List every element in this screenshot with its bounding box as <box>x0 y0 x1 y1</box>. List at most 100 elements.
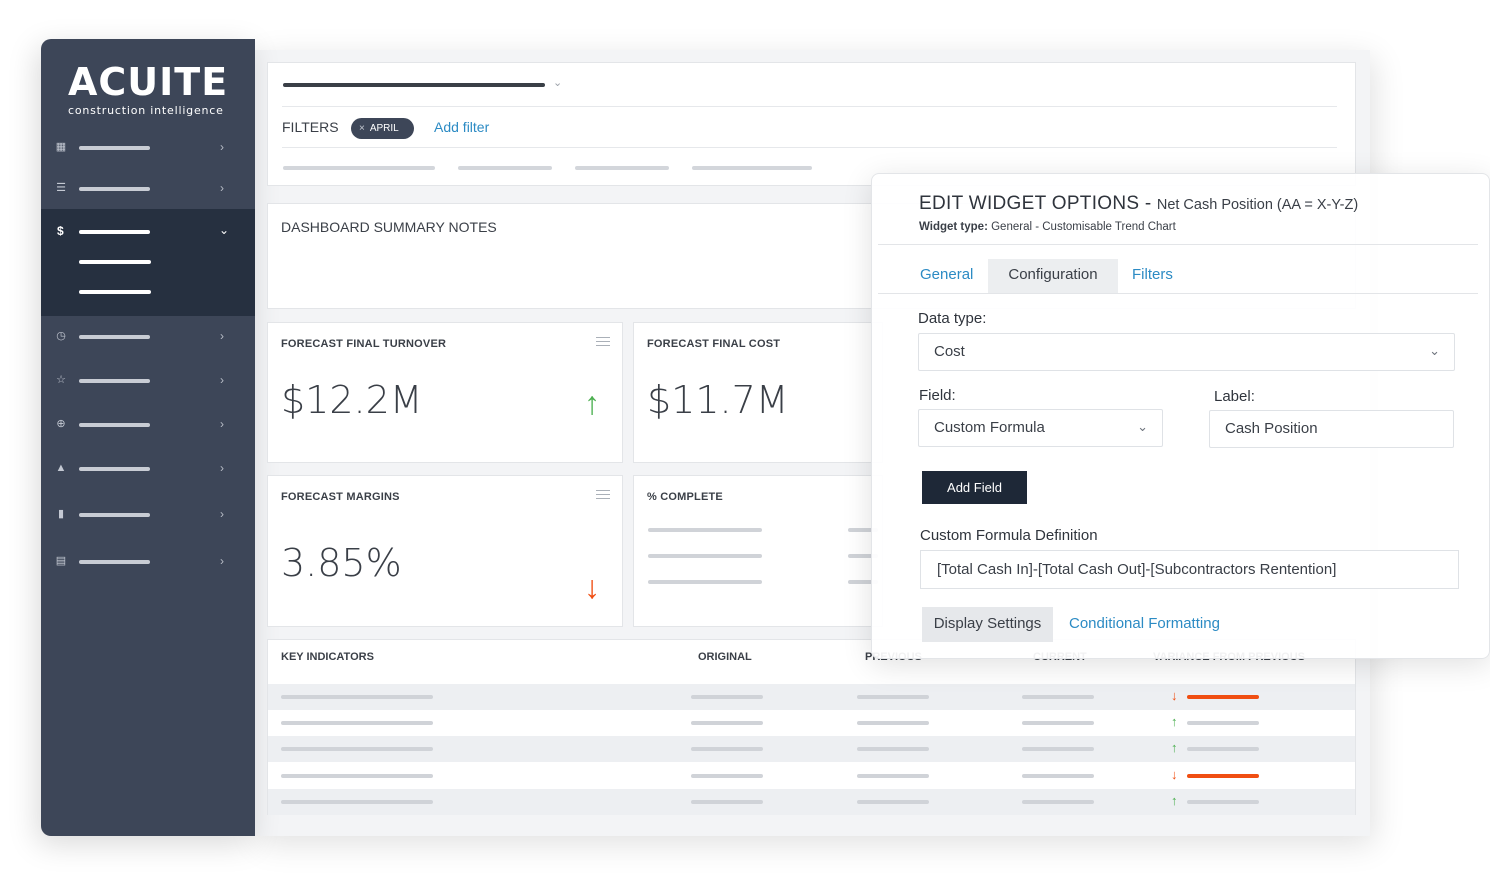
widget-type-label: Widget type: <box>919 221 988 233</box>
dollar-icon: $ <box>57 224 64 238</box>
sidebar-item-label <box>79 146 150 150</box>
column-header: KEY INDICATORS <box>281 651 374 663</box>
chevron-down-icon[interactable]: ⌄ <box>553 77 563 89</box>
cell-placeholder <box>691 721 763 725</box>
cell-placeholder <box>1022 800 1094 804</box>
modal-title-text: EDIT WIDGET OPTIONS - <box>919 193 1152 214</box>
document-icon: ▮ <box>57 508 65 520</box>
star-icon: ☆ <box>56 374 66 386</box>
variance-bar <box>1187 774 1259 778</box>
summary-notes-title: DASHBOARD SUMMARY NOTES <box>281 219 497 235</box>
warning-icon: ▲ <box>55 462 67 474</box>
brand-logo[interactable]: ACUITE construction intelligence <box>68 63 228 117</box>
display-settings-button[interactable]: Display Settings <box>922 607 1053 642</box>
chevron-down-icon: ⌄ <box>219 223 230 237</box>
progress-placeholder <box>648 528 762 532</box>
table-row[interactable]: ↓ <box>268 763 1355 789</box>
progress-placeholder <box>648 580 762 584</box>
sidebar-item-dashboard[interactable]: ▦ › <box>41 138 255 158</box>
file-icon: ▤ <box>55 555 67 567</box>
sidebar-item-finance[interactable]: $ ⌄ <box>41 209 255 316</box>
sidebar-item-documents[interactable]: ▮ › <box>41 505 255 525</box>
cell-placeholder <box>1022 747 1094 751</box>
cell-placeholder <box>281 774 433 778</box>
arrow-up-icon: ↑ <box>584 385 600 421</box>
cell-placeholder <box>281 800 433 804</box>
edit-widget-modal: EDIT WIDGET OPTIONS - Net Cash Position … <box>871 173 1490 659</box>
add-filter-link[interactable]: Add filter <box>434 119 490 135</box>
filter-option[interactable] <box>283 166 435 170</box>
tab-configuration[interactable]: Configuration <box>988 259 1118 294</box>
chevron-right-icon: › <box>220 417 224 431</box>
list-icon: ☰ <box>56 182 66 194</box>
arrow-down-icon: ↓ <box>1171 688 1178 703</box>
sidebar-item-label <box>79 560 150 564</box>
tab-filters[interactable]: Filters <box>1132 266 1173 283</box>
filter-chip-april[interactable]: × APRIL <box>351 118 414 139</box>
sidebar-subitem[interactable] <box>79 260 151 264</box>
label-input[interactable]: Cash Position <box>1209 410 1454 448</box>
arrow-down-icon: ↓ <box>1171 767 1178 782</box>
sidebar-item-favourites[interactable]: ☆ › <box>41 371 255 391</box>
filter-option[interactable] <box>458 166 552 170</box>
filters-label: FILTERS <box>282 119 339 135</box>
cost-card: FORECAST FINAL COST $11.7M <box>633 322 883 463</box>
dashboard-icon: ▦ <box>55 141 67 153</box>
field-value: Custom Formula <box>934 419 1045 436</box>
variance-bar <box>1187 721 1259 725</box>
chevron-right-icon: › <box>220 329 224 343</box>
cell-placeholder <box>857 695 929 699</box>
cell-placeholder <box>281 695 433 699</box>
cell-placeholder <box>281 721 433 725</box>
modal-subtitle: Net Cash Position (AA = X-Y-Z) <box>1156 197 1359 213</box>
sidebar-item-label <box>79 379 150 383</box>
sidebar-item-list[interactable]: ☰ › <box>41 179 255 199</box>
formula-label: Custom Formula Definition <box>920 527 1098 544</box>
filter-panel: ⌄ FILTERS × APRIL Add filter <box>267 62 1356 186</box>
filter-option[interactable] <box>692 166 812 170</box>
chevron-right-icon: › <box>220 140 224 154</box>
data-type-select[interactable]: Cost ⌄ <box>918 333 1455 371</box>
filter-chip-label: APRIL <box>369 123 399 134</box>
globe-icon: ⊕ <box>56 418 66 430</box>
formula-input[interactable]: [Total Cash In]-[Total Cash Out]-[Subcon… <box>920 550 1459 589</box>
column-header: ORIGINAL <box>698 651 752 663</box>
widget-type-value: General - Customisable Trend Chart <box>991 221 1176 233</box>
table-row[interactable]: ↑ <box>268 710 1355 736</box>
sidebar-item-alerts[interactable]: ▲ › <box>41 459 255 479</box>
field-label: Field: <box>919 387 956 404</box>
table-row[interactable]: ↑ <box>268 736 1355 762</box>
variance-bar <box>1187 695 1259 699</box>
arrow-up-icon: ↑ <box>1171 740 1178 755</box>
card-title: FORECAST MARGINS <box>281 491 400 503</box>
sidebar-item-label <box>79 335 150 339</box>
cell-placeholder <box>857 747 929 751</box>
add-field-button[interactable]: Add Field <box>922 471 1027 504</box>
progress-placeholder <box>848 554 878 558</box>
cell-placeholder <box>281 747 433 751</box>
dashboard-title-placeholder[interactable] <box>283 83 545 87</box>
cell-placeholder <box>1022 721 1094 725</box>
cell-placeholder <box>691 747 763 751</box>
divider <box>282 106 1337 107</box>
conditional-formatting-link[interactable]: Conditional Formatting <box>1069 615 1220 632</box>
sidebar-item-global[interactable]: ⊕ › <box>41 415 255 435</box>
menu-icon[interactable] <box>596 337 610 349</box>
sidebar-item-reports[interactable]: ▤ › <box>41 552 255 572</box>
menu-icon[interactable] <box>596 490 610 502</box>
field-select[interactable]: Custom Formula ⌄ <box>918 409 1163 447</box>
sidebar-subitem[interactable] <box>79 290 151 294</box>
divider <box>878 293 1478 294</box>
widget-type: Widget type: General - Customisable Tren… <box>919 221 1176 233</box>
tab-general[interactable]: General <box>920 266 974 283</box>
table-row[interactable]: ↑ <box>268 789 1355 815</box>
label-value: Cash Position <box>1225 420 1318 437</box>
card-title: FORECAST FINAL COST <box>647 338 781 350</box>
table-row[interactable]: ↓ <box>268 684 1355 710</box>
modal-title: EDIT WIDGET OPTIONS - Net Cash Position … <box>919 193 1358 215</box>
filter-option[interactable] <box>575 166 669 170</box>
sidebar-item-history[interactable]: ◷ › <box>41 327 255 347</box>
close-icon[interactable]: × <box>359 123 365 134</box>
brand-name: ACUITE <box>68 60 229 104</box>
